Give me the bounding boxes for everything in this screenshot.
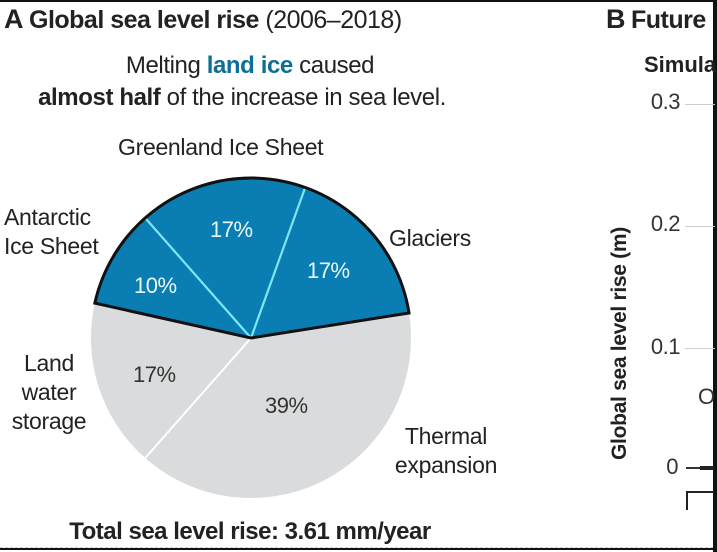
slice-separator (249, 187, 307, 339)
frame-bottom-border (0, 548, 717, 550)
subtitle-bold: almost half (38, 84, 161, 111)
gridline-0-1 (685, 348, 715, 349)
pie-slice-thermal-expansion (145, 312, 411, 499)
subtitle-post: caused (292, 52, 375, 79)
label-land-water: Land water storage (11, 350, 87, 434)
partial-series-label: O (698, 384, 716, 409)
y-tick-0-1: 0.1 (650, 334, 681, 359)
slice-separator (144, 217, 252, 339)
subtitle-accent: land ice (206, 52, 294, 79)
panel-b-title-text: Future (631, 6, 706, 34)
pct-land-water: 17% (133, 362, 176, 387)
panel-a-title-bold: Global sea level rise (29, 6, 259, 34)
zero-baseline-series (700, 466, 714, 470)
pct-antarctic: 10% (134, 273, 177, 298)
panel-a-letter: A (4, 4, 24, 34)
panel-a-title-years: (2006–2018) (258, 6, 402, 34)
y-tick-0-3: 0.3 (650, 89, 681, 114)
panel-a-title: A Global sea level rise (2006–2018) (4, 4, 402, 35)
bottom-dashed-line (0, 547, 713, 548)
y-tick-0-2: 0.2 (650, 211, 681, 236)
land-ice-outline (93, 176, 411, 340)
pct-greenland: 17% (210, 217, 253, 242)
y-tick-0: 0 (666, 454, 678, 479)
panel-b-letter: B (606, 4, 626, 34)
gridline-0-2 (685, 226, 715, 227)
subtitle-rest: of the increase in sea level. (160, 84, 447, 111)
gridline-0-3 (685, 104, 715, 105)
frame-right-border (713, 0, 717, 552)
label-thermal: Thermal expansion (394, 423, 498, 478)
pie-slice-antarctic-ice-sheet (94, 217, 251, 338)
x-axis-bracket-v (686, 491, 688, 510)
label-glaciers: Glaciers (389, 225, 471, 251)
panel-b-title: B Future (606, 4, 706, 35)
subtitle-pre: Melting (125, 52, 207, 79)
pie-slice-glaciers (251, 187, 410, 338)
pct-glaciers: 17% (307, 258, 350, 283)
slice-separator (144, 337, 252, 459)
pct-thermal: 39% (265, 393, 308, 418)
x-axis-bracket-h (686, 491, 714, 493)
subtitle-line-1: Melting land ice caused (0, 52, 500, 80)
frame-top-border (0, 0, 717, 2)
y-axis-label: Global sea level rise (m) (608, 227, 631, 460)
total-rise-note: Total sea level rise: 3.61 mm/year (69, 518, 431, 545)
pie-slice-land-water-storage (90, 303, 251, 459)
label-antarctic: Antarctic Ice Sheet (4, 204, 99, 259)
label-greenland: Greenland Ice Sheet (118, 134, 324, 160)
subtitle-line-2: almost half of the increase in sea level… (0, 84, 492, 112)
panel-b-subtitle: Simula (644, 52, 717, 77)
